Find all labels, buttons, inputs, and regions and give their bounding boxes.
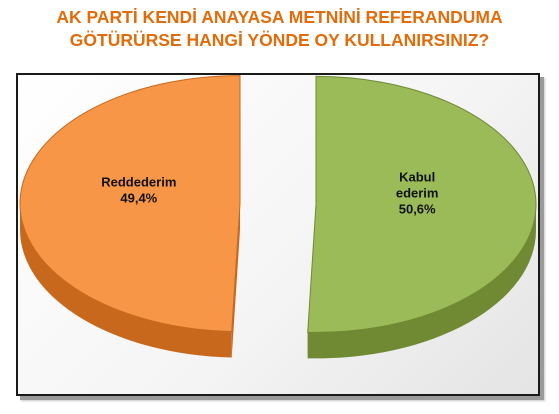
pie-slice-label-1: Reddederim 49,4%: [101, 174, 176, 205]
chart-title: AK PARTİ KENDİ ANAYASA METNİNİ REFERANDU…: [0, 6, 559, 52]
pie-slice-0: [307, 75, 537, 333]
pie-slice-side-1-0: [20, 203, 232, 358]
pie-slice-value-1: 49,4%: [120, 190, 157, 205]
pie-slice-1: [19, 75, 241, 333]
pie-slice-value-0: 50,6%: [399, 202, 436, 217]
chart-title-line-2: GÖTÜRÜRSE HANGİ YÖNDE OY KULLANIRSINIZ?: [69, 30, 490, 50]
pie-slice-name-0-1: ederim: [396, 186, 439, 201]
pie-slice-label-0: Kabul ederim 50,6%: [396, 170, 439, 217]
pie-slice-side-0-0: [307, 204, 536, 359]
chart-title-line-1: AK PARTİ KENDİ ANAYASA METNİNİ REFERANDU…: [56, 7, 503, 27]
pie-slice-name-0-0: Kabul: [399, 170, 435, 185]
pie-slice-name-1-0: Reddederim: [101, 174, 176, 189]
